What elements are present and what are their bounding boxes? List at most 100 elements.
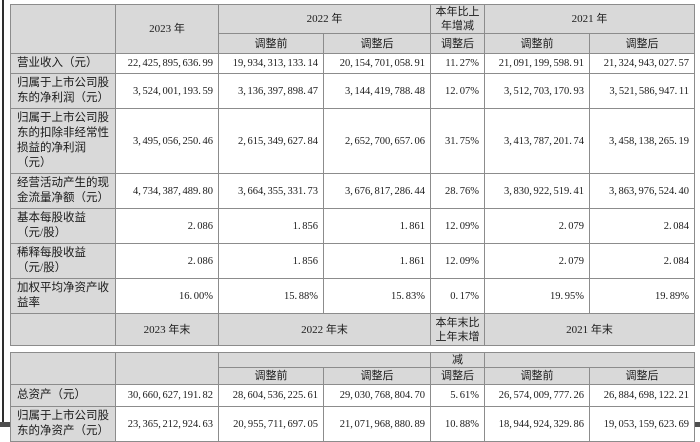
subheader-adj-before: 调整前 (218, 33, 324, 54)
subheader-adj-after: 调整后 (589, 33, 695, 54)
value-cell: 2. 079 (484, 208, 590, 244)
table-row-weighted-avg-roe: 加权平均净资产收益率 16. 00% 15. 88% 15. 83% 0. 17… (10, 278, 695, 314)
empty-2021-group-cell (484, 352, 695, 368)
row-label: 归属于上市公司股东的扣除非经常性损益的净利润（元） (10, 108, 116, 174)
value-cell: 28. 76% (430, 173, 485, 209)
row-label: 营业收入（元） (10, 53, 116, 74)
value-cell: 1. 861 (323, 243, 431, 279)
table-row-operating-cash-flow: 经营活动产生的现金流量净额（元） 4, 734, 387, 489. 80 3,… (10, 173, 695, 209)
value-cell: 22, 425, 895, 636. 99 (115, 53, 219, 74)
value-cell: 12. 07% (430, 73, 485, 109)
row-label: 归属于上市公司股东的净资产（元） (10, 406, 116, 442)
value-cell: 3, 512, 703, 170. 93 (484, 73, 590, 109)
value-cell: 21, 091, 199, 598. 91 (484, 53, 590, 74)
summary-table-yearend: 减 调整前 调整后 调整后 调整前 调整后 总资产（元） 30, 660, 62… (10, 352, 695, 442)
row-label: 稀释每股收益（元/股） (10, 243, 116, 279)
value-cell: 3, 495, 056, 250. 46 (115, 108, 219, 174)
financial-summary: 2023 年 2022 年 本年比上年增减 2021 年 调整前 调整后 调整后… (10, 4, 695, 442)
col-header-2022-yearend: 2022 年末 (218, 313, 431, 346)
subheader-adj-before: 调整前 (484, 33, 590, 54)
value-cell: 0. 17% (430, 278, 485, 314)
value-cell: 12. 09% (430, 243, 485, 279)
value-cell: 10. 88% (430, 406, 485, 442)
subheader-adj-after: 调整后 (323, 33, 431, 54)
header-row-adjust: 调整前 调整后 调整后 调整前 调整后 (11, 33, 695, 54)
value-cell: 2. 079 (484, 243, 590, 279)
value-cell: 1. 861 (323, 208, 431, 244)
value-cell: 3, 136, 397, 898. 47 (218, 73, 324, 109)
value-cell: 30, 660, 627, 191. 82 (115, 384, 219, 407)
value-cell: 2, 652, 700, 657. 06 (323, 108, 431, 174)
subheader-change-adj-after: 调整后 (430, 33, 485, 54)
value-cell: 31. 75% (430, 108, 485, 174)
value-cell: 28, 604, 536, 225. 61 (218, 384, 324, 407)
value-cell: 3, 664, 355, 331. 73 (218, 173, 324, 209)
col-header-2023: 2023 年 (115, 4, 219, 54)
value-cell: 4, 734, 387, 489. 80 (115, 173, 219, 209)
col-header-yearend-change: 本年末比上年末增 (430, 313, 485, 346)
value-cell: 23, 365, 212, 924. 63 (115, 406, 219, 442)
value-cell: 15. 83% (323, 278, 431, 314)
table-row-basic-eps: 基本每股收益（元/股） 2. 086 1. 856 1. 861 12. 09%… (10, 208, 695, 244)
value-cell: 16. 00% (115, 278, 219, 314)
value-cell: 3, 521, 586, 947. 11 (589, 73, 695, 109)
value-cell: 11. 27% (430, 53, 485, 74)
value-cell: 21, 324, 943, 027. 57 (589, 53, 695, 74)
header-row-years: 2023 年 2022 年 本年比上年增减 2021 年 (10, 4, 695, 54)
header-row-yearend: 2023 年末 2022 年末 本年末比上年末增 2021 年末 (10, 313, 695, 346)
subheader-adj-before: 调整前 (218, 367, 324, 385)
value-cell: 18, 944, 924, 329. 86 (484, 406, 590, 442)
table-row-deducted-net-profit: 归属于上市公司股东的扣除非经常性损益的净利润（元） 3, 495, 056, 2… (10, 108, 695, 174)
row-label: 基本每股收益（元/股） (10, 208, 116, 244)
subheader-adj-after: 调整后 (323, 367, 431, 385)
value-cell: 3, 144, 419, 788. 48 (323, 73, 431, 109)
table-row-total-assets: 总资产（元） 30, 660, 627, 191. 82 28, 604, 53… (10, 384, 695, 407)
col-header-2021: 2021 年 (484, 4, 695, 34)
corner-empty-cell (10, 352, 116, 385)
value-cell: 3, 676, 817, 286. 44 (323, 173, 431, 209)
value-cell: 20, 955, 711, 697. 05 (218, 406, 324, 442)
value-cell: 2, 615, 349, 627. 84 (218, 108, 324, 174)
value-cell: 12. 09% (430, 208, 485, 244)
row-label: 归属于上市公司股东的净利润（元） (10, 73, 116, 109)
summary-table-annual: 2023 年 2022 年 本年比上年增减 2021 年 调整前 调整后 调整后… (10, 4, 695, 346)
value-cell: 29, 030, 768, 804. 70 (323, 384, 431, 407)
value-cell: 15. 88% (218, 278, 324, 314)
corner-empty-cell (10, 4, 116, 54)
value-cell: 19, 053, 159, 623. 69 (589, 406, 695, 442)
page-edge-line (2, 0, 4, 427)
value-cell: 2. 084 (589, 243, 695, 279)
subheader-change-adj-after: 调整后 (430, 367, 485, 385)
subheader-adj-after: 调整后 (589, 367, 695, 385)
value-cell: 2. 086 (115, 208, 219, 244)
col-header-change: 本年比上年增减 (430, 4, 485, 34)
value-cell: 5. 61% (430, 384, 485, 407)
table-row-net-profit: 归属于上市公司股东的净利润（元） 3, 524, 001, 193. 59 3,… (10, 73, 695, 109)
row-label: 经营活动产生的现金流量净额（元） (10, 173, 116, 209)
value-cell: 3, 830, 922, 519. 41 (484, 173, 590, 209)
value-cell: 3, 524, 001, 193. 59 (115, 73, 219, 109)
row-label: 加权平均净资产收益率 (10, 278, 116, 314)
header-row-change-cont: 减 (10, 352, 695, 385)
row-label: 总资产（元） (10, 384, 116, 407)
value-cell: 19. 95% (484, 278, 590, 314)
value-cell: 3, 413, 787, 201. 74 (484, 108, 590, 174)
value-cell: 19, 934, 313, 133. 14 (218, 53, 324, 74)
subheader-adj-before: 调整前 (484, 367, 590, 385)
col-header-2022: 2022 年 (218, 4, 431, 34)
value-cell: 1. 856 (218, 243, 324, 279)
col-header-change-cont: 减 (430, 352, 485, 368)
value-cell: 26, 884, 698, 122. 21 (589, 384, 695, 407)
value-cell: 2. 084 (589, 208, 695, 244)
table-row-diluted-eps: 稀释每股收益（元/股） 2. 086 1. 856 1. 861 12. 09%… (10, 243, 695, 279)
table-row-net-assets: 归属于上市公司股东的净资产（元） 23, 365, 212, 924. 63 2… (10, 406, 695, 442)
value-cell: 3, 458, 138, 265. 19 (589, 108, 695, 174)
value-cell: 21, 071, 968, 880. 89 (323, 406, 431, 442)
empty-2023-cell (115, 352, 219, 385)
col-header-2023-yearend: 2023 年末 (115, 313, 219, 346)
corner-empty-cell (10, 313, 116, 346)
value-cell: 3, 863, 976, 524. 40 (589, 173, 695, 209)
value-cell: 2. 086 (115, 243, 219, 279)
empty-2022-group-cell (218, 352, 431, 368)
table-row-revenue: 营业收入（元） 22, 425, 895, 636. 99 19, 934, 3… (10, 53, 695, 74)
